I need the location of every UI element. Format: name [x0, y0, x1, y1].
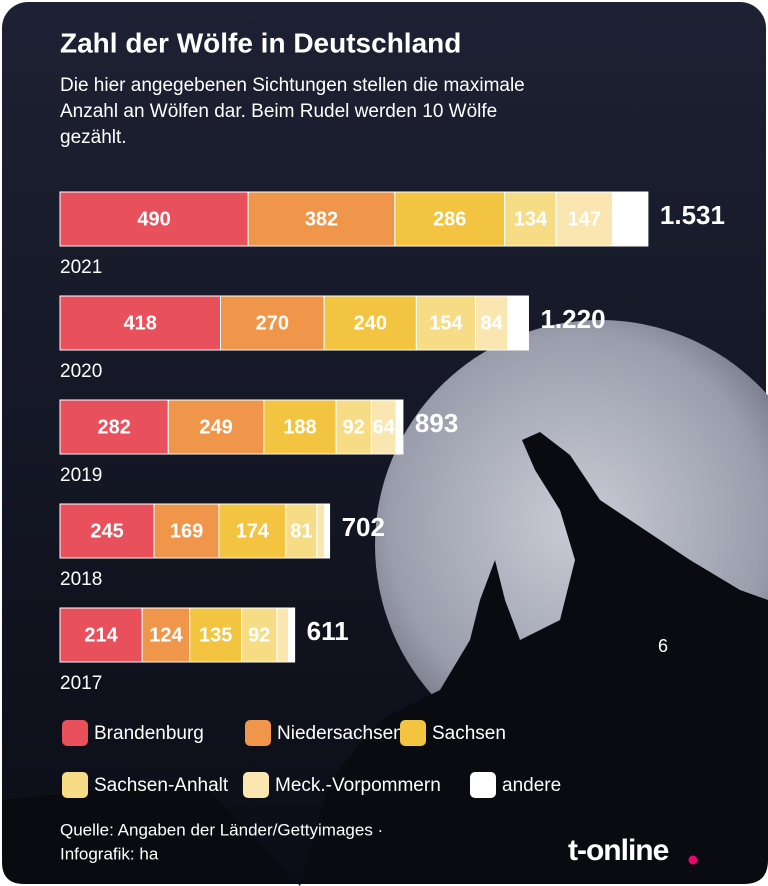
- value-label: 490: [137, 208, 170, 230]
- bar-segment: [263, 399, 337, 455]
- legend-label: Meck.-Vorpommern: [275, 775, 441, 796]
- bar-segment: [474, 295, 509, 351]
- bar-segment: [59, 295, 222, 351]
- total-label: 1.220: [540, 304, 605, 334]
- year-label: 2021: [60, 257, 102, 278]
- total-label: 1.531: [660, 200, 725, 230]
- bar-segment: [218, 503, 287, 559]
- bar-segment: [141, 607, 191, 663]
- total-label: 893: [415, 408, 458, 438]
- bar-segment: [276, 607, 289, 663]
- bar-segment: [507, 295, 529, 351]
- legend-swatch: [62, 720, 88, 746]
- bar-segment: [324, 503, 331, 559]
- value-label: 214: [84, 624, 118, 646]
- legend-label: Sachsen-Anhalt: [94, 775, 229, 796]
- value-label: 92: [248, 624, 270, 646]
- value-label: 84: [480, 312, 503, 334]
- bar-segment: [59, 607, 143, 663]
- bar-segment: [285, 503, 318, 559]
- bar-segment: [59, 399, 169, 455]
- logo-dot: [688, 855, 698, 865]
- bar-segment: [555, 191, 614, 247]
- total-label: 702: [342, 512, 385, 542]
- value-label: 382: [305, 208, 338, 230]
- value-label: 286: [433, 208, 466, 230]
- total-label: 611: [307, 616, 349, 646]
- logo: t-online: [568, 834, 669, 867]
- year-label: 2020: [60, 361, 102, 382]
- value-label: 188: [283, 416, 316, 438]
- bar-segment: [504, 191, 557, 247]
- bar-segment: [612, 191, 649, 247]
- value-label: 270: [256, 312, 289, 334]
- bar-segment: [335, 399, 372, 455]
- value-label: 249: [199, 416, 232, 438]
- bar-segment: [167, 399, 265, 455]
- value-label: 147: [568, 208, 601, 230]
- legend-label: Sachsen: [432, 723, 506, 744]
- value-label: 134: [514, 208, 548, 230]
- bar-segment: [287, 607, 296, 663]
- bar-segment: [59, 191, 249, 247]
- bar-segment: [394, 191, 506, 247]
- legend-label: Niedersachsen: [277, 723, 404, 744]
- legend-swatch: [243, 772, 269, 798]
- chart-title: Zahl der Wölfe in Deutschland: [60, 27, 461, 58]
- value-label: 174: [236, 520, 270, 542]
- value-label: 418: [124, 312, 157, 334]
- legend-swatch: [245, 720, 271, 746]
- value-label: 282: [97, 416, 130, 438]
- legend-swatch: [470, 772, 496, 798]
- subtitle: Anzahl an Wölfen dar. Beim Rudel werden …: [60, 101, 497, 122]
- year-label: 2018: [60, 569, 102, 590]
- bar-segment: [247, 191, 396, 247]
- wolf-silhouette: [2, 432, 768, 886]
- legend-swatch: [400, 720, 426, 746]
- bar-segment: [316, 503, 326, 559]
- value-label: 81: [290, 520, 312, 542]
- year-label: 2017: [60, 673, 102, 694]
- subtitle: Die hier angegebenen Sichtungen stellen …: [60, 75, 525, 96]
- value-label: 169: [170, 520, 203, 542]
- annotation: 6: [658, 636, 668, 656]
- legend-label: Brandenburg: [94, 723, 204, 744]
- value-label: 245: [90, 520, 123, 542]
- bar-segment: [395, 399, 404, 455]
- bar-segment: [189, 607, 243, 663]
- source: Infografik: ha: [60, 844, 159, 863]
- source: Quelle: Angaben der Länder/Gettyimages ·: [60, 820, 383, 839]
- value-label: 64: [373, 416, 396, 438]
- subtitle: gezählt.: [60, 127, 127, 148]
- legend-swatch: [62, 772, 88, 798]
- year-label: 2019: [60, 465, 102, 486]
- value-label: 124: [149, 624, 183, 646]
- value-label: 135: [199, 624, 232, 646]
- value-label: 154: [429, 312, 463, 334]
- value-label: 92: [343, 416, 365, 438]
- legend-label: andere: [502, 775, 561, 796]
- bar-segment: [415, 295, 476, 351]
- value-label: 240: [354, 312, 387, 334]
